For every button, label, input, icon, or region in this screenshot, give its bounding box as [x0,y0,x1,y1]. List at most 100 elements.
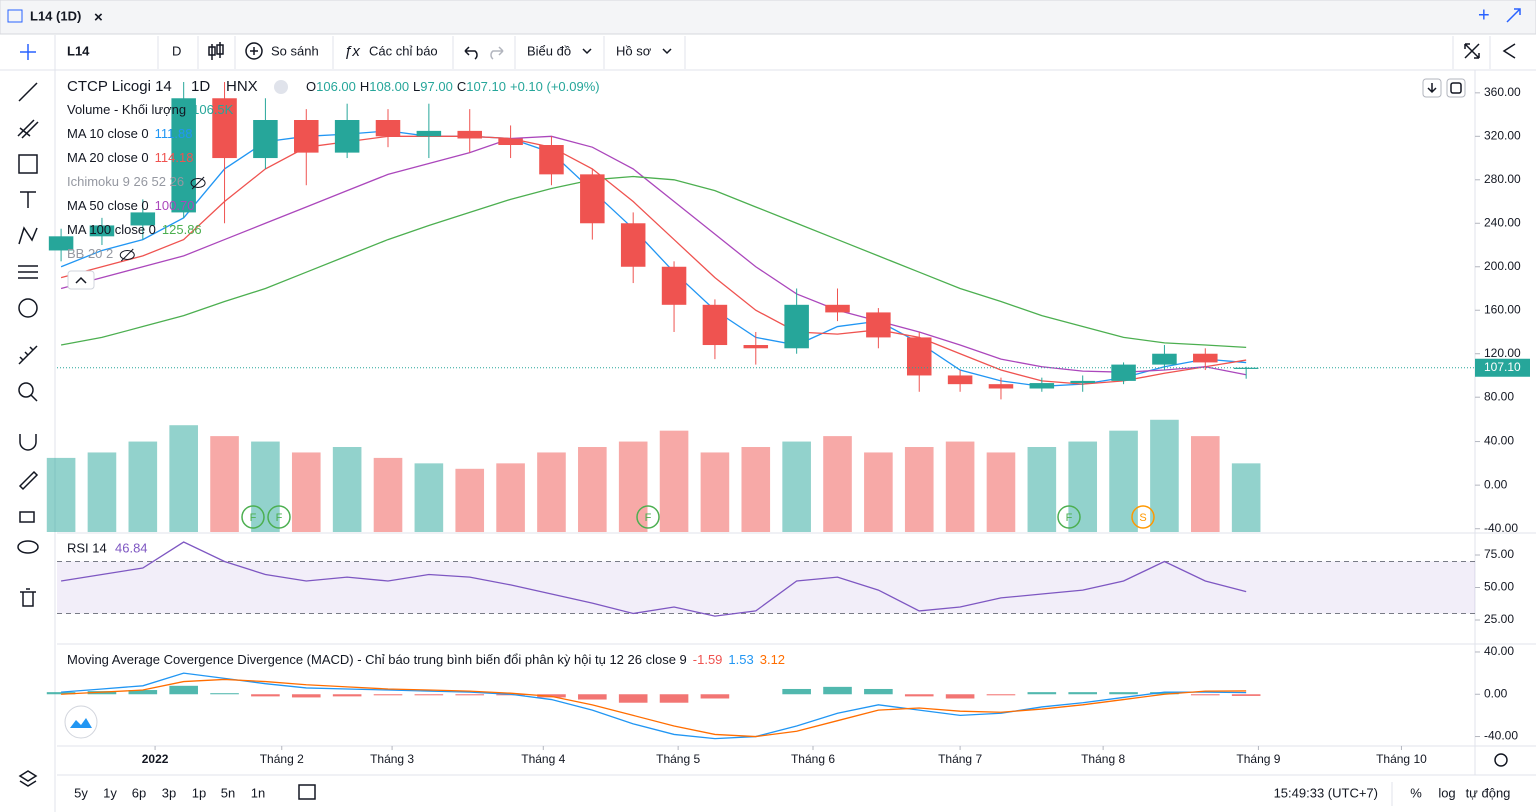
volume-bar [128,441,158,532]
volume-bar [291,452,321,532]
indicator-name: Volume - Khối lượng [67,102,186,117]
macd-title-part: 3.12 [760,652,785,667]
indicator-legend[interactable]: MA 100 close 0 125.86 [67,222,202,237]
trend-tool[interactable] [18,82,38,102]
share[interactable] [1502,43,1516,59]
candle-body [661,266,687,305]
tab-close[interactable]: × [94,9,103,26]
magnet-tool[interactable] [19,434,37,451]
text-tool[interactable] [20,191,36,208]
fullscreen[interactable] [1464,43,1480,59]
last-price-label: 107.10 [1484,360,1521,374]
compare-button[interactable]: So sánh [271,43,319,58]
redo[interactable] [490,46,504,60]
collapse-legend[interactable] [67,270,95,290]
range-button[interactable]: 5y [74,785,88,800]
fib-tool[interactable] [17,119,39,139]
collapse-chevron [75,276,87,284]
delete-tool[interactable] [20,588,36,607]
macd-histogram [659,694,689,703]
y-tick-label: -40.00 [1484,521,1518,535]
range-button[interactable]: 3p [162,785,176,800]
chevron [662,48,672,55]
logo [64,705,98,739]
event-marker[interactable] [1131,505,1155,529]
date-range-icon[interactable] [298,784,316,800]
profile-menu[interactable]: Hồ sơ [616,43,652,58]
indicator-name: Ichimoku 9 26 52 26 [67,174,184,189]
zoom-tool[interactable] [18,382,34,398]
event-marker[interactable] [636,505,660,529]
macd-histogram [455,694,485,696]
y-tick-label: 160.00 [1484,302,1521,316]
chart-menu[interactable]: Biểu đồ [527,43,571,58]
indicator-legend[interactable]: MA 50 close 0 100.70 [67,198,194,213]
plot: 80.00 120.00 160.00 200.00 240.00 280.00 320.0… [46,81,1530,766]
indicator-legend[interactable]: Volume - Khối lượng 106.5K [67,102,234,117]
indicator-value: 106.5K [192,102,234,117]
legend-interval: 1D [191,78,210,95]
shape-tool[interactable] [18,154,38,174]
indicator-legend[interactable]: MA 10 close 0 111.88 [67,126,193,141]
event-label: F [276,512,283,524]
axis-settings[interactable] [1494,753,1508,767]
candle-body [1111,364,1136,381]
lock-drawing-tool[interactable] [18,470,39,491]
range-button[interactable]: 1p [192,785,206,800]
range-button[interactable]: 1y [103,785,117,800]
layers-tool[interactable] [18,770,38,787]
event-marker[interactable] [241,505,265,529]
ohlc-key: L [413,79,420,94]
emoji-tool[interactable] [18,298,38,318]
x-tick-label: Tháng 7 [938,752,982,766]
compare-icon[interactable] [245,42,263,60]
candle-body [702,304,728,346]
fx-icon: ƒx [344,43,360,60]
hidden-slash [120,248,134,262]
macd-histogram [210,693,239,695]
candle-body [334,120,360,153]
pattern-tool[interactable] [18,226,38,245]
indicators-button[interactable]: Các chỉ báo [369,43,438,58]
indicator-legend[interactable]: MA 20 close 0 114.18 [67,150,193,165]
ohlc-value: 107.10 [466,79,506,94]
last-price-box [1475,358,1530,377]
hidden-eye[interactable] [190,178,206,188]
hide-tool[interactable] [17,540,39,554]
indicator-name: MA 20 close 0 [67,150,149,165]
settings-pane[interactable] [1446,78,1466,98]
log-toggle[interactable]: log [1438,785,1455,800]
range-button[interactable]: 1n [251,785,265,800]
symbol[interactable]: L14 [67,43,90,58]
auto-toggle[interactable]: tự động [1466,785,1511,800]
ruler-tool[interactable] [18,345,38,365]
y-tick-label: 200.00 [1484,259,1521,273]
hidden-eye[interactable] [119,250,135,260]
indicator-legend[interactable]: Ichimoku 9 26 52 26 [67,174,184,189]
indicator-legend[interactable]: BB 20 2 [67,246,113,261]
lock-tool[interactable] [19,511,35,523]
event-marker[interactable] [1057,505,1081,529]
ohlc-key: H [360,79,369,94]
candle-body [1029,383,1055,389]
volume-bar [87,452,117,532]
macd-histogram [700,694,730,699]
legend-menu[interactable] [274,80,288,94]
tab-expand[interactable] [1506,8,1521,23]
chart-type-icon[interactable] [208,42,224,60]
rsi-line [60,541,1247,617]
macd-histogram [128,690,158,695]
volume-bar [823,436,852,532]
prediction-tool[interactable] [18,265,38,279]
event-marker[interactable] [267,505,291,529]
ohlc-key: O [306,79,316,94]
interval[interactable]: D [172,43,181,58]
percent-toggle[interactable]: % [1410,785,1422,800]
tab-add[interactable]: + [1478,4,1490,26]
range-button[interactable]: 6p [132,785,146,800]
undo[interactable] [464,46,478,60]
indicator-value: 100.70 [155,198,195,213]
range-button[interactable]: 5n [221,785,235,800]
crosshair-tool[interactable] [20,44,36,60]
candle-body [866,312,891,338]
